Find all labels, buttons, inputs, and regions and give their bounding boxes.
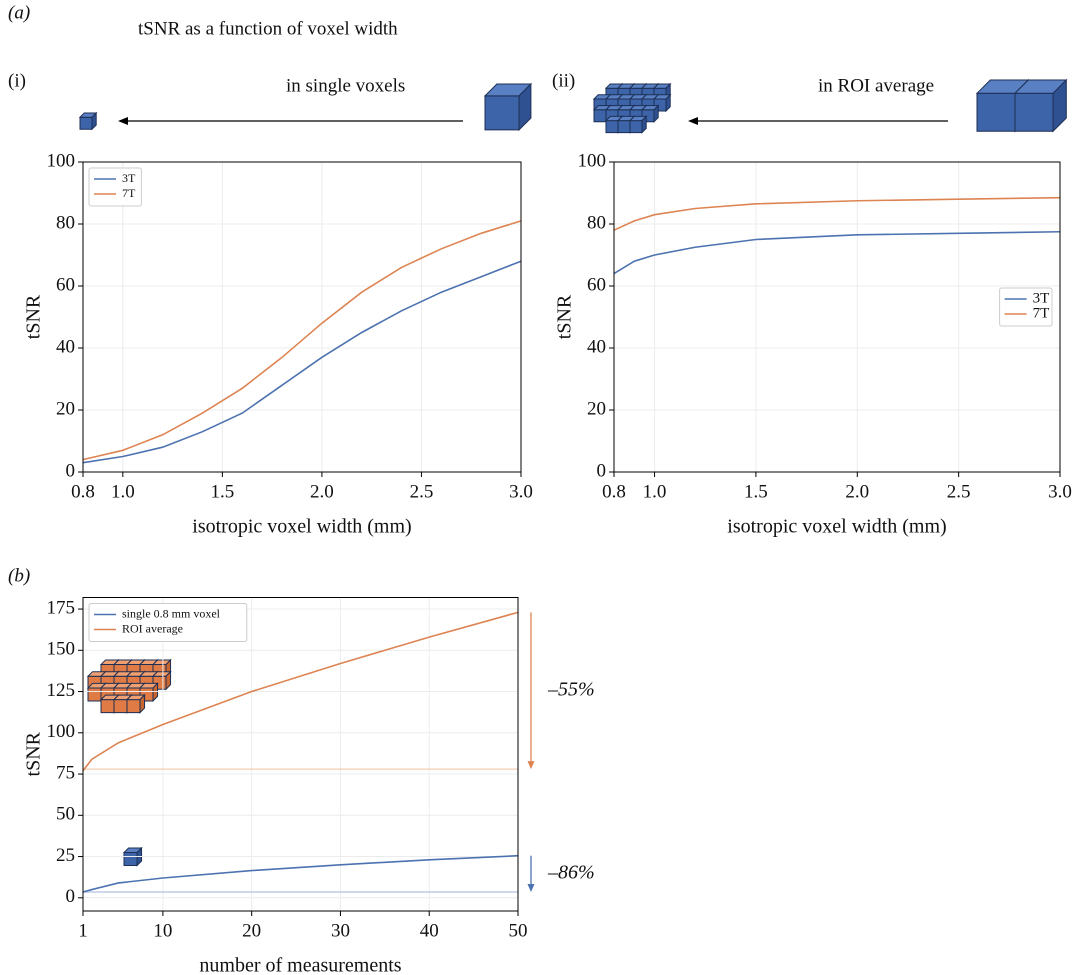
cube-face	[100, 699, 115, 714]
panel-label: (i)	[8, 70, 26, 91]
cube-face	[126, 699, 141, 714]
legend-label: 7T	[122, 186, 136, 200]
panel-label: (a)	[8, 2, 30, 23]
cube-side	[665, 93, 671, 113]
cube-side	[91, 111, 97, 131]
x-tick-label: 1.5	[210, 481, 234, 502]
y-tick-label: 20	[587, 398, 606, 419]
x-tick-label: 2.5	[410, 481, 434, 502]
annotation: –86%	[547, 861, 595, 883]
line	[82, 854, 519, 893]
legend-label: 3T	[1033, 290, 1050, 306]
y-tick-label: 150	[47, 639, 76, 660]
y-tick-label: 0	[66, 886, 76, 907]
line	[613, 196, 1061, 231]
plot-frame	[82, 161, 522, 473]
x-tick-label: 50	[509, 920, 528, 941]
cube-face	[593, 109, 607, 123]
x-tick-label: 20	[242, 920, 261, 941]
cube-side	[653, 104, 659, 124]
x-tick-label: 2.5	[947, 481, 971, 502]
x-tick-label: 1.5	[744, 481, 768, 502]
legend-label: single 0.8 mm voxel	[122, 606, 221, 620]
y-tick-label: 60	[56, 274, 75, 295]
y-tick-label: 75	[56, 762, 75, 783]
x-tick-label: 0.8	[602, 481, 626, 502]
cube-face	[79, 116, 93, 130]
y-tick-label: 25	[56, 845, 75, 866]
y-tick-label: 0	[597, 460, 607, 481]
x-tick-label: 1.0	[643, 481, 667, 502]
cube-face	[484, 95, 520, 131]
figure-title: tSNR as a function of voxel width	[138, 18, 398, 39]
y-tick-label: 100	[47, 150, 76, 171]
cube-side	[139, 693, 146, 714]
line	[613, 230, 1061, 275]
legend-box	[999, 287, 1053, 327]
arrow-head	[527, 761, 535, 770]
cube-face	[87, 687, 102, 702]
x-tick-label: 1.0	[111, 481, 135, 502]
y-tick-label: 175	[47, 597, 76, 618]
y-tick-label: 100	[578, 150, 607, 171]
x-tick-label: 2.0	[310, 481, 334, 502]
cube-face	[629, 120, 643, 134]
legend-label: ROI average	[122, 621, 183, 635]
annotation: –55%	[547, 678, 595, 700]
line	[82, 260, 522, 464]
y-tick-label: 40	[56, 336, 75, 357]
panel-label: (b)	[8, 565, 30, 586]
x-axis-label: number of measurements	[199, 955, 401, 975]
y-axis-label: tSNR	[23, 731, 45, 776]
y-tick-label: 80	[587, 212, 606, 233]
arrow-head	[688, 117, 698, 125]
y-tick-label: 40	[587, 336, 606, 357]
plot-frame	[82, 597, 519, 912]
x-axis-label: isotropic voxel width (mm)	[727, 516, 946, 538]
y-tick-label: 100	[47, 721, 76, 742]
y-tick-label: 125	[47, 680, 76, 701]
cube-side	[1052, 78, 1067, 133]
cube-face	[976, 92, 1016, 132]
x-axis-label: isotropic voxel width (mm)	[192, 516, 411, 538]
x-tick-label: 2.0	[845, 481, 869, 502]
cube-side	[641, 115, 647, 134]
legend-label: 3T	[122, 171, 136, 185]
plot-frame	[613, 161, 1061, 473]
arrow-head	[118, 117, 128, 125]
legend-box	[88, 167, 142, 207]
caption: in single voxels	[286, 75, 405, 96]
cube-side	[165, 670, 172, 691]
x-tick-label: 0.8	[71, 481, 95, 502]
legend-box	[88, 603, 248, 642]
x-tick-label: 30	[331, 920, 350, 941]
x-tick-label: 10	[153, 920, 172, 941]
line	[82, 611, 519, 772]
y-axis-label: tSNR	[23, 294, 45, 339]
panel-label: (ii)	[552, 70, 575, 91]
x-tick-label: 3.0	[1048, 481, 1072, 502]
y-tick-label: 80	[56, 212, 75, 233]
arrow-head	[527, 884, 535, 893]
x-tick-label: 40	[420, 920, 439, 941]
cube-side	[518, 82, 532, 132]
x-tick-label: 3.0	[509, 481, 533, 502]
legend-label: 7T	[1033, 305, 1050, 321]
y-tick-label: 0	[66, 460, 76, 481]
cube-face	[1014, 92, 1054, 132]
y-tick-label: 60	[587, 274, 606, 295]
caption: in ROI average	[818, 75, 934, 96]
line	[82, 220, 522, 461]
x-tick-label: 1	[78, 920, 88, 941]
cube-face	[617, 120, 631, 134]
cube-face	[605, 120, 619, 134]
cube-side	[152, 682, 159, 703]
y-tick-label: 20	[56, 398, 75, 419]
y-axis-label: tSNR	[554, 294, 576, 339]
y-tick-label: 50	[56, 804, 75, 825]
cube-face	[113, 699, 128, 714]
cube-face	[123, 852, 138, 867]
